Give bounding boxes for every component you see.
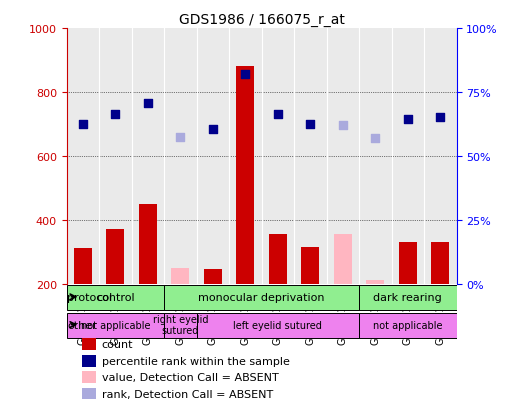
Bar — [74, 249, 92, 284]
Bar — [294, 29, 327, 284]
Text: right eyelid
sutured: right eyelid sutured — [153, 314, 208, 336]
Bar — [82, 388, 96, 399]
Point — [274, 112, 282, 118]
Bar — [359, 313, 457, 338]
Text: dark rearing: dark rearing — [373, 292, 442, 302]
Text: percentile rank within the sample: percentile rank within the sample — [102, 356, 290, 366]
Point — [371, 135, 380, 142]
Bar — [399, 242, 417, 284]
Bar — [67, 29, 99, 284]
Text: control: control — [96, 292, 135, 302]
Point — [176, 134, 185, 140]
Text: not applicable: not applicable — [373, 320, 443, 330]
Bar — [366, 281, 384, 284]
Bar — [204, 270, 222, 284]
Point — [209, 126, 217, 133]
Point — [436, 115, 444, 121]
Bar — [164, 285, 359, 310]
Bar — [171, 268, 189, 284]
Point — [241, 72, 249, 78]
Bar — [391, 29, 424, 284]
Bar — [164, 313, 196, 338]
Point — [404, 116, 412, 123]
Bar — [196, 29, 229, 284]
Bar — [99, 29, 132, 284]
Text: value, Detection Call = ABSENT: value, Detection Call = ABSENT — [102, 372, 279, 382]
Bar — [107, 230, 124, 284]
Text: not applicable: not applicable — [81, 320, 150, 330]
Bar — [132, 29, 164, 284]
Bar — [82, 339, 96, 350]
Bar — [82, 371, 96, 383]
Point — [111, 112, 120, 118]
Bar — [196, 313, 359, 338]
Text: left eyelid sutured: left eyelid sutured — [233, 320, 322, 330]
Bar — [359, 285, 457, 310]
Text: protocol: protocol — [67, 292, 112, 302]
Bar — [164, 29, 196, 284]
Bar — [269, 235, 287, 284]
Point — [339, 123, 347, 129]
Text: rank, Detection Call = ABSENT: rank, Detection Call = ABSENT — [102, 389, 273, 399]
Point — [144, 100, 152, 107]
Text: monocular deprivation: monocular deprivation — [199, 292, 325, 302]
Text: count: count — [102, 339, 133, 349]
Bar — [229, 29, 262, 284]
Bar — [67, 285, 164, 310]
Bar — [431, 242, 449, 284]
Bar — [67, 313, 164, 338]
Bar — [334, 235, 352, 284]
Bar — [262, 29, 294, 284]
Bar — [82, 355, 96, 367]
Bar — [327, 29, 359, 284]
Text: other: other — [67, 320, 97, 330]
Bar — [424, 29, 457, 284]
Bar — [302, 247, 319, 284]
Bar — [359, 29, 391, 284]
Point — [306, 121, 314, 128]
Title: GDS1986 / 166075_r_at: GDS1986 / 166075_r_at — [179, 12, 345, 26]
Bar — [139, 204, 157, 284]
Bar — [236, 67, 254, 284]
Point — [79, 121, 87, 128]
